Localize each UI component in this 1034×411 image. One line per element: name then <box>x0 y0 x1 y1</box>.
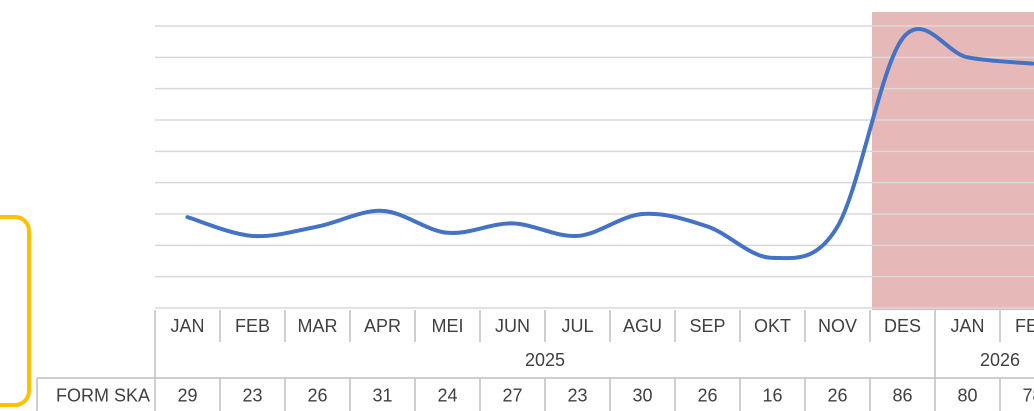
data-value: 27 <box>502 385 522 405</box>
series-name: FORM SKA <box>56 385 150 405</box>
x-tick-label: FEB <box>1015 316 1034 336</box>
data-value: 80 <box>957 385 977 405</box>
x-tick-label: SEP <box>689 316 725 336</box>
data-value: 78 <box>1022 385 1034 405</box>
x-tick-label: MAR <box>298 316 338 336</box>
data-value: 86 <box>892 385 912 405</box>
data-value: 23 <box>242 385 262 405</box>
x-tick-label: NOV <box>818 316 857 336</box>
year-label: 2025 <box>525 350 565 370</box>
x-tick-label: DES <box>884 316 921 336</box>
data-value: 26 <box>697 385 717 405</box>
callout-frame <box>0 215 31 407</box>
x-tick-label: APR <box>364 316 401 336</box>
x-tick-label: FEB <box>235 316 270 336</box>
data-value: 31 <box>372 385 392 405</box>
x-tick-label: JAN <box>950 316 984 336</box>
x-tick-label: AGU <box>623 316 662 336</box>
year-label: 2026 <box>980 350 1020 370</box>
data-line <box>185 27 1034 261</box>
x-tick-label: MEI <box>431 316 463 336</box>
data-value: 30 <box>632 385 652 405</box>
data-value: 24 <box>437 385 457 405</box>
x-tick-label: JUN <box>495 316 530 336</box>
data-value: 16 <box>762 385 782 405</box>
data-value: 29 <box>177 385 197 405</box>
x-tick-label: JUL <box>561 316 593 336</box>
data-value: 23 <box>567 385 587 405</box>
x-tick-label: JAN <box>170 316 204 336</box>
x-tick-label: OKT <box>754 316 791 336</box>
data-value: 26 <box>307 385 327 405</box>
data-value: 26 <box>827 385 847 405</box>
